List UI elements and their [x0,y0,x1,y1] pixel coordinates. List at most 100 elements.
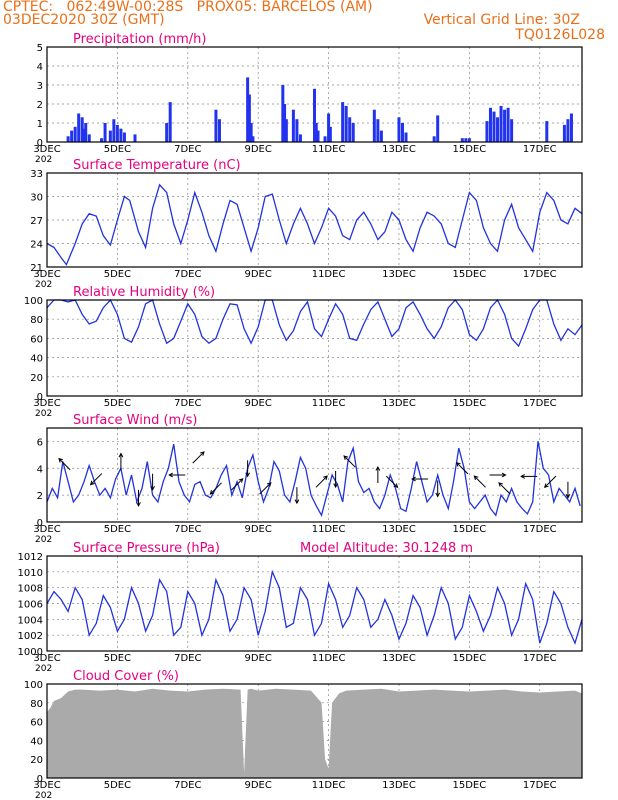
panel-title-rh: Relative Humidity (%) [73,285,215,300]
y-tick-label: 60 [30,334,43,345]
wind-arrow [315,475,328,488]
precip-bar [295,119,299,142]
x-tick-label: 3DEC [33,269,60,280]
x-tick-label: 11DEC [312,398,346,409]
precip-bar [80,117,84,142]
x-tick-label: 17DEC [523,524,557,535]
x-tick-label: 5DEC [104,144,131,155]
x-tick-label: 7DEC [174,269,201,280]
x-tick-label: 3DEC [33,780,60,791]
y-tick-label: 1004 [18,615,43,626]
x-tick-label: 3DEC [33,144,60,155]
wind-arrow-head [343,455,349,460]
precip-bar [112,119,116,142]
x-tick-label: 15DEC [453,524,487,535]
x-tick-label: 15DEC [453,398,487,409]
wind-arrow-head [168,472,173,478]
precip-bar [73,126,77,142]
y-tick-label: 33 [30,169,43,180]
x-tick-label: 17DEC [523,269,557,280]
precip-bar [70,130,74,142]
panel-title-temp: Surface Temperature (nC) [73,158,241,173]
precip-bar [247,94,251,142]
x-tick-label: 11DEC [312,780,346,791]
precip-bar [115,124,119,142]
y-tick-label: 100 [24,680,43,691]
precip-bar [87,134,91,142]
precip-bar [506,107,510,142]
precip-bar [432,136,436,142]
precip-bar [545,121,549,142]
y-tick-label: 0 [37,138,43,149]
y-tick-label: 2 [37,100,43,111]
wind-arrow-head [136,502,141,507]
x-tick-label: 15DEC [453,780,487,791]
precip-bar [66,136,70,142]
wind-arrow [58,458,71,471]
y-tick-label: 0 [37,774,43,785]
x-tick-label: 15DEC [453,144,487,155]
x-tick-label: 9DEC [244,653,271,664]
precip-bar [246,77,250,142]
y-tick-label: 0 [37,392,43,403]
wind-arrow-head [294,499,300,505]
wind-arrow-head [411,476,416,482]
x-tick-label: 11DEC [312,269,346,280]
x-tick-label: 5DEC [104,398,131,409]
precip-bar [327,113,331,142]
series-line-pres [46,569,583,645]
precip-bar [348,117,352,142]
wind-arrow-head [238,478,244,483]
x-tick-label: 13DEC [382,780,416,791]
precip-bar [328,126,332,142]
precip-bar [467,138,471,142]
wind-arrow-head [498,482,503,487]
header-model-id: TQ0126L028 [515,27,605,43]
y-tick-label: 3 [37,81,43,92]
wind-arrow-head [209,490,215,495]
x-tick-label: 11DEC [312,144,346,155]
precip-bar [376,119,380,142]
precip-bar [133,134,137,142]
precip-bar [485,121,489,142]
x-tick-label: 9DEC [244,524,271,535]
y-tick-label: 1000 [18,647,43,658]
precip-bar [313,88,316,142]
precip-bar [404,132,408,142]
precip-bar [122,132,126,142]
precip-bar [100,138,104,142]
y-tick-label: 30 [30,193,43,204]
x-year-label: 202 [35,535,52,545]
x-year-label: 202 [35,280,52,290]
x-tick-label: 3DEC [33,398,60,409]
precip-bar [249,123,253,142]
precip-bar [119,128,123,142]
x-tick-label: 9DEC [244,144,271,155]
precip-bar [460,138,464,142]
x-tick-label: 13DEC [382,524,416,535]
y-tick-label: 5 [37,43,43,54]
wind-arrow-head [393,483,399,489]
precip-bar [316,130,320,142]
series-line-temp [46,183,583,266]
wind-arrow [90,473,103,485]
wind-arrow-head [118,452,124,458]
header-grid-note: Vertical Grid Line: 30Z [423,12,580,28]
y-tick-label: 24 [30,240,43,251]
wind-arrow-head [58,457,63,463]
x-year-label: 202 [35,664,52,674]
wind-arrow-head [375,465,381,471]
precip-bar [165,123,169,142]
x-tick-label: 5DEC [104,269,131,280]
precip-bar [251,136,255,142]
precip-bar [496,117,500,142]
y-tick-label: 20 [30,755,43,766]
wind-arrow-head [266,482,272,487]
x-tick-label: 13DEC [382,144,416,155]
x-tick-label: 9DEC [244,780,271,791]
x-tick-label: 11DEC [312,524,346,535]
x-tick-label: 15DEC [453,653,487,664]
x-tick-label: 17DEC [523,653,557,664]
y-tick-label: 4 [37,62,43,73]
y-tick-label: 6 [37,437,43,448]
